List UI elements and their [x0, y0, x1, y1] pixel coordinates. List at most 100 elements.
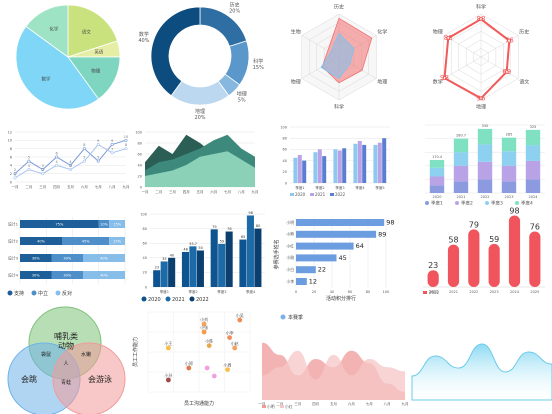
y-tick-label: 8: [10, 147, 12, 151]
x-tick-label: 三月: [294, 401, 301, 406]
line-point: [96, 143, 100, 147]
stacked-bar-segment: [525, 145, 541, 161]
venn-circle: [52, 342, 126, 414]
y-tick-label: 20: [143, 271, 147, 275]
x-tick-label: 季度3: [335, 185, 344, 190]
hstack-segment: [51, 271, 83, 279]
radar-value-label: 98: [440, 74, 449, 82]
scatter-point-label: 小吴: [236, 312, 244, 318]
x-tick-label: 四月: [53, 184, 60, 189]
line-point: [110, 151, 114, 155]
legend-label: 季度1: [431, 200, 443, 207]
hbar-value-label: 45: [339, 254, 347, 262]
x-tick-label: 0: [295, 290, 297, 294]
line-point: [13, 172, 17, 176]
scatter-point: [225, 367, 230, 372]
hbar-value-label: 22: [318, 266, 326, 274]
x-tick-label: 三月: [39, 184, 46, 189]
bar: [382, 138, 387, 183]
line-point: [41, 172, 45, 176]
legend-label: 2022: [196, 297, 209, 303]
radar-axis-label: 历史: [334, 4, 344, 11]
x-tick-label: 60: [348, 290, 352, 294]
line-value-label: 10: [124, 135, 128, 139]
y-tick-label: 小白: [286, 267, 294, 272]
bar: [468, 229, 480, 287]
x-tick-label: 80: [366, 290, 370, 294]
pie-slice: [67, 4, 118, 58]
bar: [302, 160, 307, 183]
bar: [362, 144, 367, 183]
legend-label: 季度2: [461, 200, 473, 207]
donut-slice-label: 历史 20%: [229, 1, 240, 14]
bar: [373, 144, 378, 183]
legend-label: 2021: [315, 192, 326, 197]
radar-axis-label: 地理: [476, 103, 486, 110]
radar-series: [443, 17, 511, 100]
bar-value-label: 23: [155, 266, 159, 270]
scatter-point: [201, 321, 207, 327]
y-tick-label: 设计4: [8, 272, 19, 277]
scatter-point-label: 小赵: [231, 340, 239, 346]
hstack-value-label: 45%: [82, 239, 90, 243]
hstack-segment: [98, 220, 110, 228]
stacked-bar-segment: [525, 129, 541, 146]
bar: [210, 229, 218, 287]
y-tick-label: 40: [138, 163, 142, 167]
line-point: [82, 159, 86, 163]
y-tick-label: 0: [10, 180, 12, 184]
bar: [246, 215, 254, 287]
x-tick-label: 六月: [210, 189, 217, 194]
y-axis-title: 员工工作能力: [132, 337, 139, 367]
radar-axis-label: 数学: [433, 78, 443, 85]
line-value-label: 4: [56, 160, 59, 164]
stacked-bar-segment: [501, 165, 517, 182]
scatter-point: [227, 335, 233, 340]
bar-value-label: 98: [248, 211, 252, 215]
pie-slice-label: 语文: [82, 28, 91, 35]
line-value-label: 2: [14, 168, 16, 172]
scatter-point-label: 小李: [226, 330, 234, 336]
y-tick-label: 20: [283, 170, 287, 174]
hbar-value-label: 89: [378, 230, 386, 238]
hstack-value-label: 15%: [113, 222, 121, 226]
bar: [189, 246, 197, 287]
legend-swatch: [280, 405, 284, 408]
bar: [508, 215, 521, 287]
radar-value-label: 88: [477, 15, 486, 23]
x-tick-label: 七月: [366, 401, 373, 406]
y-tick-label: 小刚: [286, 255, 294, 260]
x-tick-label: 四月: [312, 401, 319, 406]
y-tick-label: 80: [143, 227, 147, 231]
x-tick-label: 季度1: [295, 185, 304, 190]
legend-swatch: [7, 290, 13, 296]
y-tick-label: 小红: [286, 243, 294, 248]
hstack-value-label: 40%: [100, 273, 108, 277]
line-point: [41, 168, 45, 172]
x-tick-label: 三月: [169, 189, 176, 194]
bar: [196, 250, 204, 287]
line-value-label: 1: [14, 172, 16, 176]
venn-set-label: 会游泳: [88, 374, 112, 384]
x-tick-label: 七月: [224, 189, 231, 194]
scatter-point-label: 小周: [224, 362, 232, 368]
hstack-segment: [109, 220, 125, 228]
y-tick-label: 0: [140, 185, 142, 189]
scatter-point: [232, 345, 238, 351]
hstack-value-label: 30%: [32, 273, 40, 277]
y-tick-label: 20: [138, 174, 142, 178]
venn-set-label: 会跳: [21, 374, 37, 384]
line-value-label: 3: [69, 164, 71, 168]
line-point: [82, 147, 86, 151]
y-tick-label: 100: [280, 125, 287, 129]
bar: [225, 231, 233, 287]
x-tick-label: 2020: [433, 195, 442, 199]
bar: [427, 270, 439, 287]
x-tick-label: 一月: [142, 189, 149, 194]
x-tick-label: 九月: [123, 184, 130, 189]
y-tick-label: 80: [138, 141, 142, 145]
wave-area-series: [411, 343, 552, 401]
stacked-bar-segment: [429, 176, 445, 186]
x-tick-label: 季度4: [355, 185, 365, 190]
